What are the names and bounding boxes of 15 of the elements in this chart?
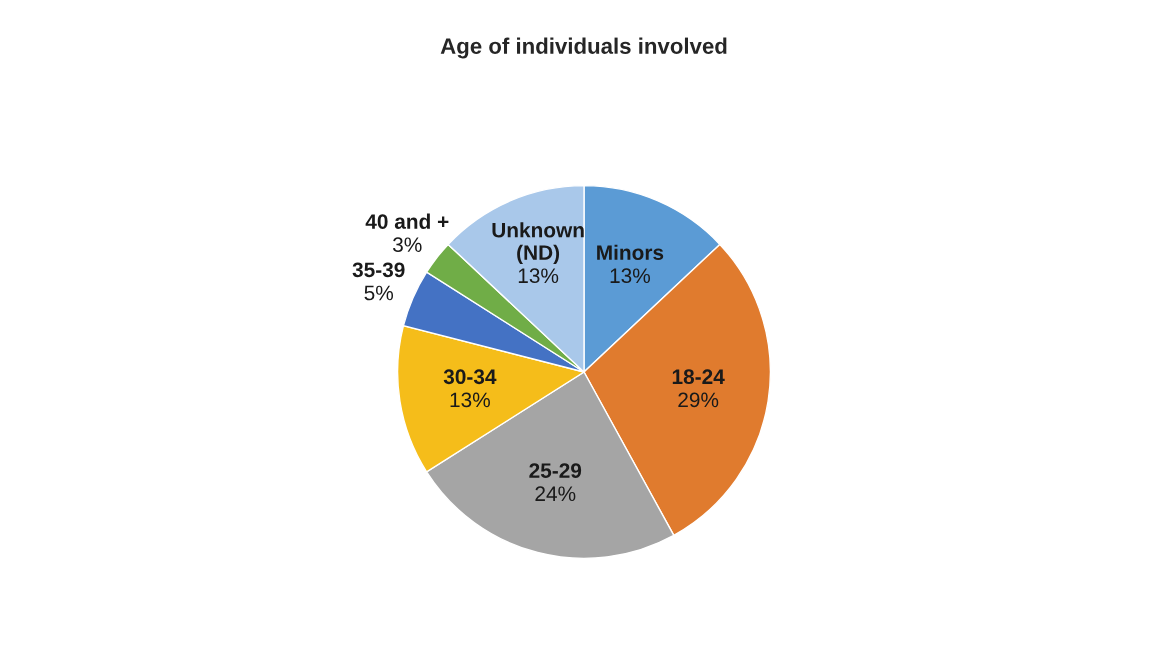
- slice-label: 30-34: [443, 369, 497, 385]
- data-label: 5%: [364, 285, 394, 301]
- slice-label: Minors: [597, 244, 664, 260]
- data-label: 3%: [393, 237, 422, 253]
- chart-title: Age of individuals involved: [440, 37, 727, 59]
- data-label: 29%: [678, 392, 719, 408]
- data-label: 13%: [518, 268, 559, 284]
- slice-label: 35-39: [352, 262, 405, 278]
- data-label: 13%: [450, 392, 490, 408]
- data-label: 24%: [535, 486, 576, 502]
- slice-label: 40 and +: [365, 213, 449, 229]
- slice-label: 18-24: [672, 369, 725, 385]
- data-label: 13%: [610, 268, 651, 284]
- slice-label: Unknown (ND): [492, 222, 584, 265]
- slice-label: 25-29: [529, 463, 582, 478]
